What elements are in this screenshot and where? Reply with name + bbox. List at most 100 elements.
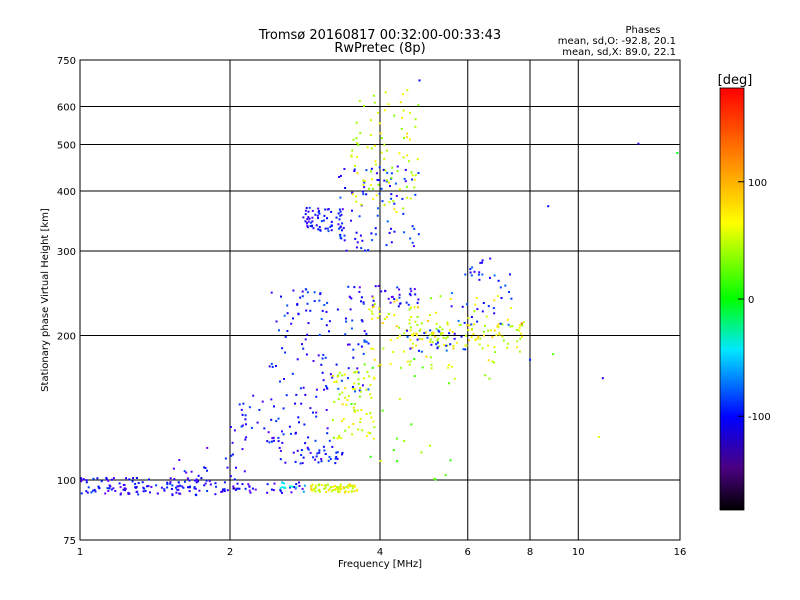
data-point xyxy=(359,132,362,135)
data-point xyxy=(464,273,467,276)
data-point xyxy=(362,190,364,193)
data-point xyxy=(290,491,293,494)
data-point xyxy=(365,413,368,415)
data-point xyxy=(361,320,364,323)
data-point xyxy=(402,109,405,112)
data-point xyxy=(326,427,329,430)
data-point xyxy=(299,296,302,299)
data-point xyxy=(124,489,126,492)
data-point xyxy=(461,305,464,308)
data-point xyxy=(308,217,311,220)
data-point xyxy=(317,207,320,210)
data-point xyxy=(223,488,226,491)
data-point xyxy=(338,393,341,396)
data-point xyxy=(355,137,358,140)
data-point xyxy=(403,177,406,180)
data-point xyxy=(392,351,395,353)
data-point xyxy=(473,270,476,273)
data-point xyxy=(331,445,334,448)
data-point xyxy=(284,351,287,354)
data-point xyxy=(385,316,388,319)
data-point xyxy=(372,296,375,299)
data-point xyxy=(278,446,281,449)
data-point xyxy=(348,485,351,488)
data-point xyxy=(403,440,406,442)
data-point xyxy=(80,480,83,483)
data-point xyxy=(170,488,173,490)
data-point xyxy=(406,154,409,157)
data-point xyxy=(150,486,153,488)
data-point xyxy=(270,440,273,443)
data-point xyxy=(371,312,374,315)
data-point xyxy=(365,193,368,196)
data-point xyxy=(100,480,103,483)
x-tick-label: 10 xyxy=(572,547,585,558)
data-point xyxy=(315,415,318,418)
data-point xyxy=(408,308,411,311)
data-point xyxy=(383,157,386,160)
data-point xyxy=(258,408,261,411)
data-point xyxy=(275,420,278,423)
data-point xyxy=(483,334,485,337)
data-point xyxy=(444,474,447,477)
data-point xyxy=(429,444,432,447)
data-point xyxy=(407,160,410,163)
data-point xyxy=(371,366,374,369)
data-point xyxy=(186,477,189,480)
data-point xyxy=(226,466,229,469)
data-point xyxy=(476,337,479,340)
data-point xyxy=(337,398,340,400)
data-point xyxy=(406,360,409,363)
data-point xyxy=(436,341,439,344)
data-point xyxy=(449,329,451,332)
data-point xyxy=(350,403,353,405)
data-point xyxy=(214,493,217,496)
data-point xyxy=(341,222,344,225)
data-point xyxy=(315,224,318,227)
data-point xyxy=(396,337,399,340)
data-point xyxy=(493,299,496,302)
data-point xyxy=(195,481,198,484)
data-point xyxy=(333,400,336,403)
data-point xyxy=(318,299,321,302)
data-point xyxy=(229,426,232,428)
data-point xyxy=(107,479,110,482)
data-point xyxy=(93,488,96,491)
data-point xyxy=(353,388,356,391)
data-point xyxy=(416,158,419,161)
data-point xyxy=(320,484,323,487)
data-point xyxy=(166,486,169,489)
data-point xyxy=(363,377,366,380)
data-point xyxy=(362,183,365,186)
data-point xyxy=(193,487,196,490)
data-point xyxy=(108,487,111,490)
data-point xyxy=(447,364,450,366)
data-point xyxy=(381,409,384,412)
x-tick-label: 4 xyxy=(377,547,383,558)
data-point xyxy=(367,342,370,345)
data-point xyxy=(343,491,346,494)
x-axis-label: Frequency [MHz] xyxy=(338,559,422,570)
data-point xyxy=(250,426,253,429)
data-point xyxy=(363,339,366,342)
data-point xyxy=(341,403,344,406)
data-point xyxy=(272,439,275,442)
data-point xyxy=(413,306,416,309)
data-point xyxy=(496,295,499,298)
data-point xyxy=(305,207,308,209)
data-point xyxy=(334,462,337,465)
data-point xyxy=(109,485,112,488)
data-point xyxy=(390,193,393,196)
data-point xyxy=(365,388,368,391)
data-point xyxy=(383,109,386,112)
data-point xyxy=(445,349,448,352)
data-point xyxy=(416,324,419,326)
data-point xyxy=(343,487,346,490)
data-point xyxy=(399,302,402,305)
data-point xyxy=(520,322,523,325)
data-point xyxy=(350,219,352,222)
data-point xyxy=(363,340,366,343)
y-tick-label: 300 xyxy=(57,247,76,258)
data-point xyxy=(233,487,235,490)
data-point xyxy=(442,336,445,339)
